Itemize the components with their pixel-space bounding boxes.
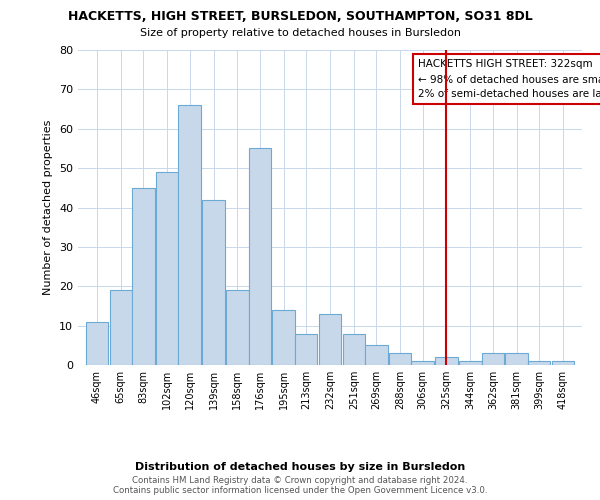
Bar [132, 188, 155, 365]
Bar [319, 314, 341, 365]
Bar [389, 353, 412, 365]
Bar [459, 361, 482, 365]
Bar [365, 346, 388, 365]
Bar [343, 334, 365, 365]
Text: Contains HM Land Registry data © Crown copyright and database right 2024.
Contai: Contains HM Land Registry data © Crown c… [113, 476, 487, 495]
Bar [551, 361, 574, 365]
Text: HACKETTS HIGH STREET: 322sqm
← 98% of detached houses are smaller (355)
2% of se: HACKETTS HIGH STREET: 322sqm ← 98% of de… [418, 60, 600, 99]
Bar [110, 290, 132, 365]
Bar [226, 290, 248, 365]
Text: Distribution of detached houses by size in Bursledon: Distribution of detached houses by size … [135, 462, 465, 472]
Bar [86, 322, 109, 365]
Bar [412, 361, 434, 365]
Bar [248, 148, 271, 365]
Bar [435, 357, 458, 365]
Bar [156, 172, 178, 365]
Text: Size of property relative to detached houses in Bursledon: Size of property relative to detached ho… [139, 28, 461, 38]
Bar [505, 353, 528, 365]
Bar [482, 353, 504, 365]
Bar [272, 310, 295, 365]
Bar [528, 361, 550, 365]
Text: HACKETTS, HIGH STREET, BURSLEDON, SOUTHAMPTON, SO31 8DL: HACKETTS, HIGH STREET, BURSLEDON, SOUTHA… [68, 10, 532, 23]
Y-axis label: Number of detached properties: Number of detached properties [43, 120, 53, 295]
Bar [202, 200, 225, 365]
Bar [178, 105, 201, 365]
Bar [295, 334, 317, 365]
